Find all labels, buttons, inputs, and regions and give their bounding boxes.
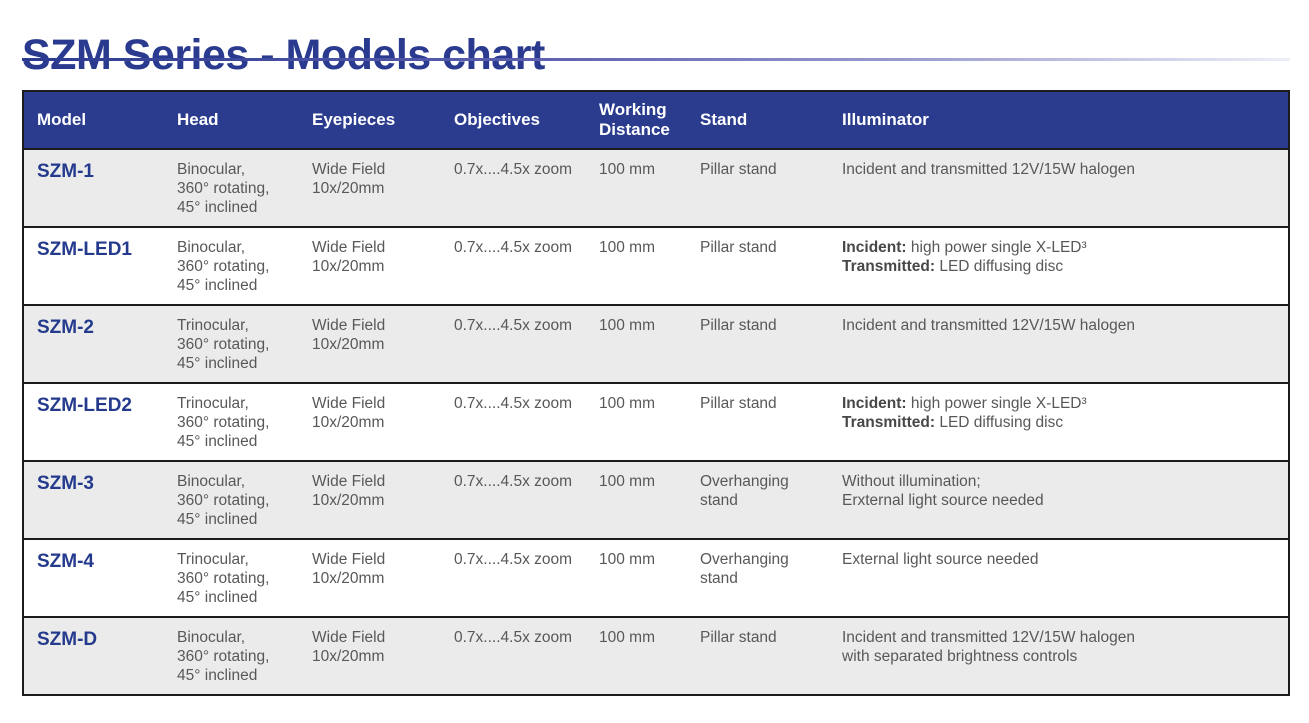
cell-model: SZM-3	[37, 473, 94, 494]
cell-working-distance: 100 mm	[599, 629, 655, 646]
page-title-brand: SZM	[22, 30, 112, 79]
cell-objectives: 0.7x....4.5x zoom	[454, 629, 573, 646]
cell-stand: Pillar stand	[700, 161, 777, 178]
illuminator-bold-label: Incident:	[842, 395, 907, 412]
models-table: Model Head Eyepieces Objectives Working Dist…	[22, 90, 1290, 696]
cell-objectives: 0.7x....4.5x zoom	[454, 395, 573, 412]
table-row-szm-4: SZM-4 Trinocular, 360° rotating, 45° inclin…	[24, 538, 1288, 616]
cell-head: Binocular, 360° rotating, 45° inclined	[177, 239, 270, 294]
cell-stand: Pillar stand	[700, 629, 777, 646]
table-row-szm-2: SZM-2 Trinocular, 360° rotating, 45° inclin…	[24, 304, 1288, 382]
title-underline-rule	[22, 58, 1290, 61]
cell-illuminator: External light source needed	[842, 551, 1039, 568]
cell-head: Trinocular, 360° rotating, 45° inclined	[177, 551, 270, 606]
cell-eyepieces: Wide Field 10x/20mm	[312, 629, 386, 665]
illuminator-bold-label: Transmitted:	[842, 258, 936, 275]
column-header-head: Head	[177, 110, 219, 129]
table-row-szm-3: SZM-3 Binocular, 360° rotating, 45° incline…	[24, 460, 1288, 538]
illuminator-bold-label: Transmitted:	[842, 414, 936, 431]
page-title-suffix: Models chart	[285, 30, 546, 79]
cell-working-distance: 100 mm	[599, 317, 655, 334]
cell-head: Binocular, 360° rotating, 45° inclined	[177, 629, 270, 684]
cell-working-distance: 100 mm	[599, 239, 655, 256]
illuminator-bold-label: Incident:	[842, 239, 907, 256]
column-header-model: Model	[37, 110, 87, 129]
table-row-szm-1: SZM-1 Binocular, 360° rotating, 45° incline…	[24, 148, 1288, 226]
page-title-series: Series -	[111, 30, 286, 79]
column-header-working-distance: Working Distance	[599, 100, 670, 139]
table-row-szm-led1: SZM-LED1 Binocular, 360° rotating, 45° incl…	[24, 226, 1288, 304]
cell-model: SZM-1	[37, 161, 94, 182]
cell-objectives: 0.7x....4.5x zoom	[454, 551, 573, 568]
cell-head: Trinocular, 360° rotating, 45° inclined	[177, 395, 270, 450]
column-header-objectives: Objectives	[454, 110, 540, 129]
page-title: SZM Series - Models chart	[22, 29, 545, 81]
cell-model: SZM-LED1	[37, 239, 132, 260]
column-header-eyepieces: Eyepieces	[312, 110, 396, 129]
cell-eyepieces: Wide Field 10x/20mm	[312, 551, 386, 587]
cell-head: Binocular, 360° rotating, 45° inclined	[177, 161, 270, 216]
cell-illuminator: Incident: high power single X-LED³ Transm…	[842, 239, 1087, 275]
cell-stand: Overhanging stand	[700, 473, 789, 509]
cell-model: SZM-LED2	[37, 395, 132, 416]
column-header-illuminator: Illuminator	[842, 110, 929, 129]
cell-eyepieces: Wide Field 10x/20mm	[312, 161, 386, 197]
cell-eyepieces: Wide Field 10x/20mm	[312, 317, 386, 353]
column-header-stand: Stand	[700, 110, 748, 129]
cell-working-distance: 100 mm	[599, 395, 655, 412]
table-row-szm-d: SZM-D Binocular, 360° rotating, 45° incline…	[24, 616, 1288, 694]
cell-illuminator: Incident: high power single X-LED³ Transm…	[842, 395, 1087, 431]
cell-stand: Pillar stand	[700, 317, 777, 334]
cell-stand: Pillar stand	[700, 395, 777, 412]
cell-illuminator: Incident and transmitted 12V/15W halogen…	[842, 629, 1135, 665]
cell-objectives: 0.7x....4.5x zoom	[454, 161, 573, 178]
cell-eyepieces: Wide Field 10x/20mm	[312, 239, 386, 275]
cell-stand: Overhanging stand	[700, 551, 789, 587]
cell-objectives: 0.7x....4.5x zoom	[454, 317, 573, 334]
cell-head: Trinocular, 360° rotating, 45° inclined	[177, 317, 270, 372]
cell-model: SZM-4	[37, 551, 94, 572]
cell-eyepieces: Wide Field 10x/20mm	[312, 473, 386, 509]
table-header-row: Model Head Eyepieces Objectives Working Dist…	[24, 92, 1288, 148]
cell-illuminator: Incident and transmitted 12V/15W halogen	[842, 161, 1135, 178]
cell-stand: Pillar stand	[700, 239, 777, 256]
cell-model: SZM-2	[37, 317, 94, 338]
table-row-szm-led2: SZM-LED2 Trinocular, 360° rotating, 45° inc…	[24, 382, 1288, 460]
cell-objectives: 0.7x....4.5x zoom	[454, 239, 573, 256]
cell-model: SZM-D	[37, 629, 98, 650]
cell-objectives: 0.7x....4.5x zoom	[454, 473, 573, 490]
cell-eyepieces: Wide Field 10x/20mm	[312, 395, 386, 431]
cell-illuminator: Without illumination; Erxternal light sou…	[842, 473, 1044, 509]
cell-illuminator: Incident and transmitted 12V/15W halogen	[842, 317, 1135, 334]
cell-working-distance: 100 mm	[599, 551, 655, 568]
cell-working-distance: 100 mm	[599, 473, 655, 490]
cell-working-distance: 100 mm	[599, 161, 655, 178]
cell-head: Binocular, 360° rotating, 45° inclined	[177, 473, 270, 528]
